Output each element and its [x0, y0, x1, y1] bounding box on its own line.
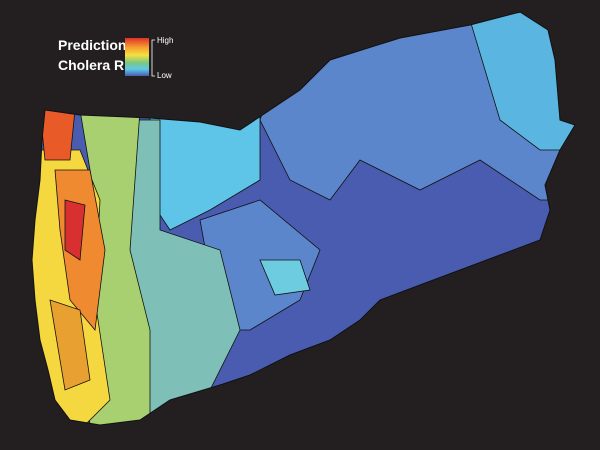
region	[64, 199, 86, 261]
legend-high: High	[157, 36, 173, 45]
legend-title: Prediction of	[58, 37, 144, 53]
legend-low: Low	[157, 71, 172, 80]
legend-bracket	[151, 39, 155, 77]
region	[259, 259, 311, 296]
legend: Prediction of Cholera Risk High Low	[58, 36, 173, 80]
region	[49, 299, 91, 391]
region	[39, 109, 76, 161]
legend-title: Cholera Risk	[58, 57, 144, 73]
legend-gradient	[125, 38, 149, 76]
country-outline	[31, 11, 576, 426]
